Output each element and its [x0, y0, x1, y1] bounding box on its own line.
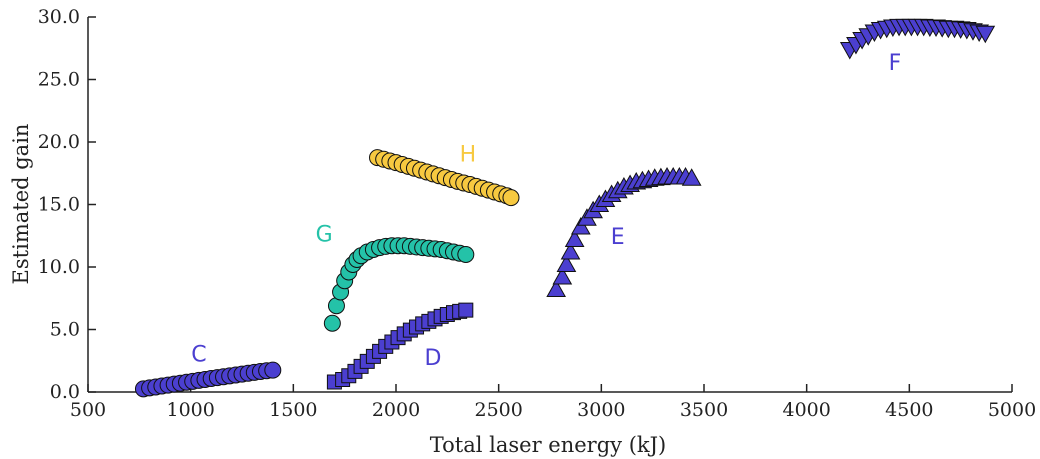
series-label-g: G: [316, 222, 333, 247]
data-point: [546, 279, 567, 297]
series-label-d: D: [424, 346, 441, 371]
series-label-e: E: [611, 225, 625, 250]
data-point: [502, 189, 520, 207]
series-h: [369, 149, 520, 207]
data-point: [681, 168, 702, 186]
y-tick-label: 0.0: [50, 381, 80, 403]
x-tick-label: 5000: [988, 399, 1036, 421]
data-point: [560, 241, 581, 260]
data-point: [556, 254, 577, 272]
series-label-h: H: [460, 142, 477, 167]
x-tick-label: 3500: [680, 399, 728, 421]
x-tick-label: 4500: [885, 399, 933, 421]
y-tick-label: 25.0: [38, 69, 80, 91]
y-tick-label: 5.0: [50, 319, 80, 341]
data-point: [564, 229, 585, 247]
y-axis-title: Estimated gain: [9, 124, 33, 285]
y-tick-label: 30.0: [38, 6, 80, 28]
data-point: [457, 246, 475, 263]
x-tick-label: 3000: [577, 399, 625, 421]
series-d: [326, 302, 474, 390]
series-labels: C D E F G H: [191, 51, 901, 371]
series-c: [134, 361, 282, 398]
data-marks: [134, 18, 996, 398]
y-tick-label: 15.0: [38, 194, 80, 216]
x-tick-label: 2000: [372, 399, 420, 421]
data-point: [975, 25, 996, 44]
data-point: [323, 314, 341, 332]
x-tick-label: 500: [70, 399, 106, 421]
data-point: [570, 216, 591, 235]
series-f: [839, 18, 996, 60]
x-axis-title: Total laser energy (kJ): [430, 433, 666, 457]
y-tick-label: 20.0: [38, 131, 80, 153]
x-tick-label: 1500: [269, 399, 317, 421]
data-point: [264, 361, 282, 379]
x-tick-label: 1000: [166, 399, 214, 421]
series-label-c: C: [191, 342, 206, 367]
y-tick-label: 10.0: [38, 256, 80, 278]
series-label-f: F: [889, 51, 902, 76]
series-g: [323, 237, 475, 332]
x-tick-label: 2500: [474, 399, 522, 421]
x-tick-label: 4000: [782, 399, 830, 421]
axes: 500 1000 1500 2000 2500 3000 3500 4000 4500 5000 0…: [38, 6, 1036, 421]
data-point: [552, 266, 573, 285]
data-point: [458, 302, 474, 318]
series-e: [546, 166, 702, 297]
